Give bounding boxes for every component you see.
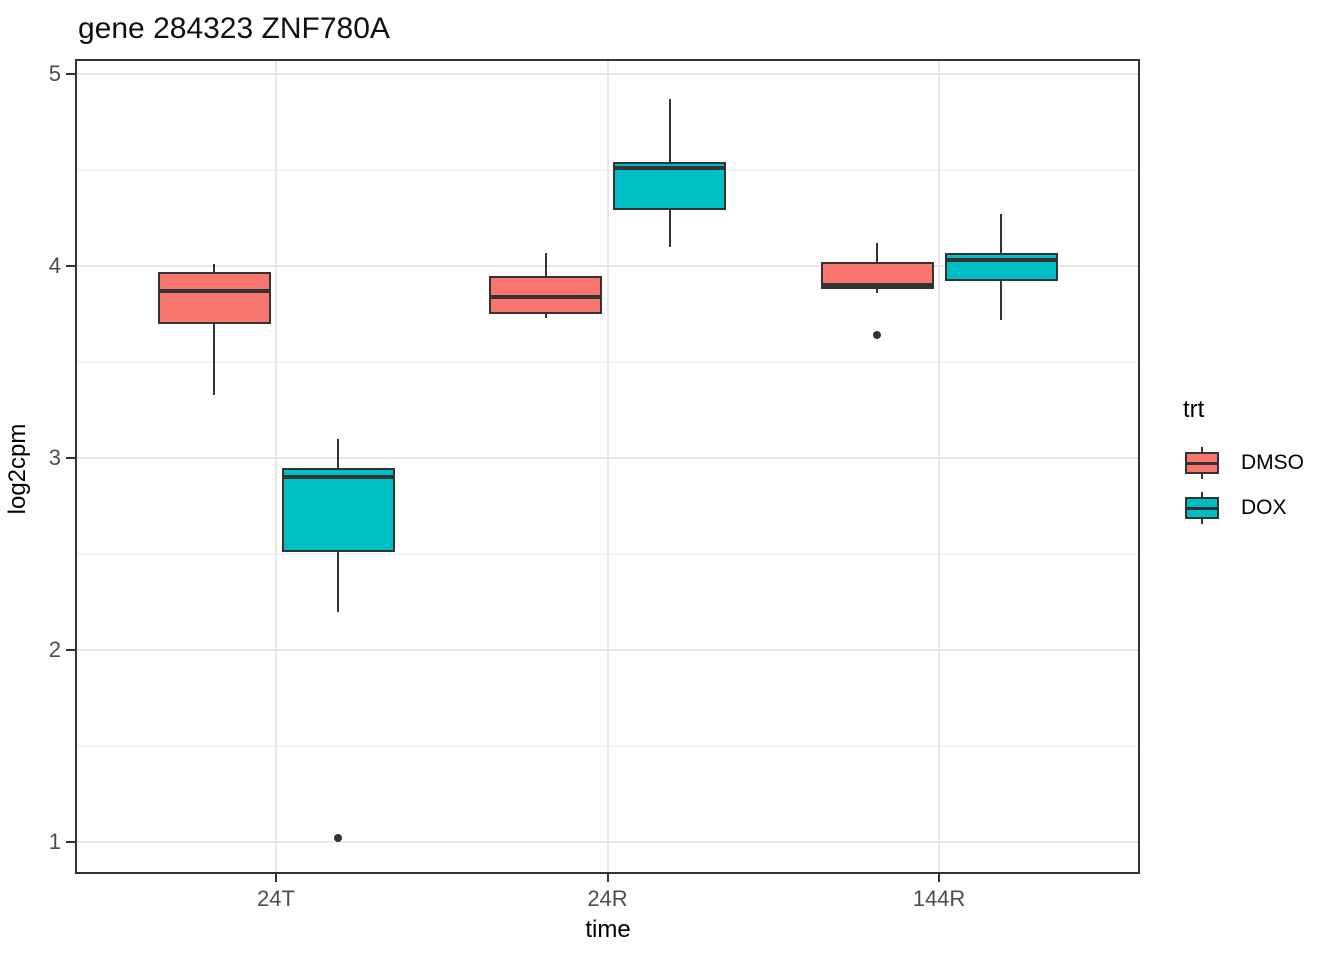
x-tick-label-24R: 24R	[587, 886, 628, 911]
whisker-high-DMSO-24T	[213, 264, 215, 272]
x-tick-mark-24R	[606, 874, 609, 882]
plot-panel: 1 2 3 4 5 24T 24R 144R	[49, 59, 1140, 911]
legend-key-median	[1185, 507, 1219, 510]
y-tick-label-3: 3	[48, 445, 61, 470]
gridline-major-x-24R	[606, 61, 609, 872]
box-DOX-144R	[944, 252, 1058, 282]
median-DMSO-24R	[489, 294, 602, 299]
legend: trt DMSO DOX	[1183, 396, 1304, 534]
x-tick-label-144R: 144R	[912, 886, 966, 911]
whisker-low-DMSO-24T	[213, 323, 215, 395]
median-DOX-24R	[613, 166, 726, 171]
chart-title: gene 284323 ZNF780A	[78, 12, 390, 45]
y-tick-label-2: 2	[48, 637, 61, 662]
whisker-high-DOX-24T	[337, 438, 339, 468]
box-DMSO-24T	[157, 271, 271, 324]
whisker-high-DOX-144R	[1000, 214, 1002, 253]
y-tick-mark-2	[66, 649, 75, 651]
outlier-DMSO-144R-0	[873, 331, 881, 340]
y-tick-label-1: 1	[48, 829, 61, 854]
legend-label: DOX	[1241, 496, 1287, 519]
whisker-low-DMSO-144R	[876, 289, 878, 293]
y-axis-title: log2cpm	[4, 423, 31, 515]
y-tick-mark-5	[66, 73, 75, 75]
box-DOX-24T	[281, 467, 395, 553]
legend-label: DMSO	[1241, 451, 1304, 474]
legend-title: trt	[1183, 396, 1205, 423]
plot-area: 1 2 3 4 5 24T 24R 144R	[49, 61, 1138, 911]
outlier-DOX-24T-0	[334, 834, 342, 843]
x-axis-title: time	[585, 916, 631, 943]
whisker-low-DOX-144R	[1000, 281, 1002, 320]
median-DOX-24T	[281, 475, 395, 480]
y-tick-mark-1	[66, 841, 75, 843]
legend-entry-dox: DOX	[1183, 489, 1304, 527]
whisker-low-DMSO-24R	[544, 314, 547, 318]
gridline-major-x-24T	[275, 61, 277, 872]
y-tick-label-5: 5	[48, 61, 61, 86]
median-DMSO-144R	[820, 283, 934, 288]
legend-key-median	[1185, 462, 1219, 465]
whisker-low-DOX-24T	[337, 552, 339, 612]
whisker-low-DOX-24R	[668, 210, 671, 247]
y-tick-mark-3	[66, 457, 75, 459]
x-tick-mark-24T	[275, 874, 277, 882]
x-tick-label-24T: 24T	[257, 886, 295, 911]
legend-key-boxplot-icon	[1183, 489, 1221, 527]
whisker-high-DOX-24R	[668, 98, 671, 163]
legend-entries: DMSO DOX	[1183, 444, 1304, 527]
y-tick-label-4: 4	[48, 253, 61, 278]
median-DOX-144R	[944, 258, 1058, 263]
median-DMSO-24T	[157, 288, 271, 293]
box-DOX-24R	[613, 162, 726, 211]
whisker-high-DMSO-24R	[544, 252, 547, 276]
legend-key-boxplot-icon	[1183, 444, 1221, 482]
legend-entry-dmso: DMSO	[1183, 444, 1304, 482]
x-tick-mark-144R	[938, 874, 940, 882]
gridline-major-x-144R	[938, 61, 940, 872]
whisker-high-DMSO-144R	[876, 242, 878, 263]
y-tick-mark-4	[66, 265, 75, 267]
